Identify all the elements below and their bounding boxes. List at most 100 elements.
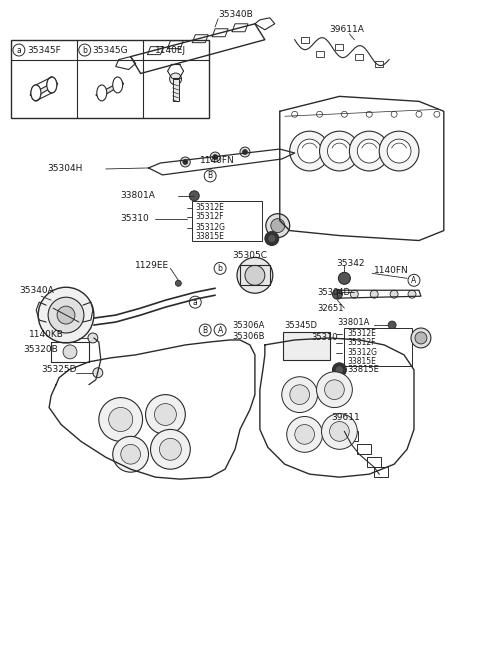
- Circle shape: [411, 328, 431, 348]
- Circle shape: [298, 139, 322, 163]
- Circle shape: [242, 150, 248, 154]
- Text: 33815E: 33815E: [348, 365, 379, 375]
- Text: 35306A: 35306A: [232, 320, 264, 330]
- Text: 1140KB: 1140KB: [29, 330, 64, 339]
- Text: 35304D: 35304D: [318, 288, 350, 297]
- Circle shape: [151, 430, 190, 469]
- Text: 1140FN: 1140FN: [374, 266, 409, 275]
- Text: b: b: [82, 46, 87, 54]
- Text: 35345D: 35345D: [285, 320, 318, 330]
- Polygon shape: [96, 81, 124, 98]
- Circle shape: [434, 111, 440, 117]
- Bar: [374, 467, 388, 477]
- Circle shape: [316, 111, 323, 117]
- Circle shape: [322, 414, 357, 450]
- Circle shape: [145, 394, 185, 434]
- Text: 35312E: 35312E: [348, 330, 376, 339]
- Ellipse shape: [47, 77, 57, 93]
- Circle shape: [121, 444, 141, 464]
- Text: 33815E: 33815E: [195, 232, 224, 241]
- Ellipse shape: [47, 77, 57, 93]
- Circle shape: [189, 191, 199, 201]
- Circle shape: [333, 289, 342, 299]
- Circle shape: [350, 290, 358, 298]
- Circle shape: [333, 363, 347, 377]
- Circle shape: [390, 290, 398, 298]
- Circle shape: [320, 131, 360, 171]
- Text: 35312G: 35312G: [348, 348, 377, 357]
- Text: A: A: [217, 326, 223, 335]
- Circle shape: [175, 280, 181, 286]
- Ellipse shape: [31, 85, 41, 101]
- Circle shape: [268, 235, 276, 243]
- Circle shape: [38, 287, 94, 343]
- Circle shape: [93, 368, 103, 378]
- Circle shape: [210, 152, 220, 162]
- Circle shape: [113, 436, 148, 472]
- Text: a: a: [193, 298, 198, 307]
- Circle shape: [388, 321, 396, 329]
- Ellipse shape: [97, 85, 107, 101]
- Text: 35312F: 35312F: [195, 212, 224, 221]
- Circle shape: [415, 332, 427, 344]
- Text: 39611: 39611: [332, 413, 360, 422]
- Circle shape: [357, 139, 381, 163]
- Text: 35304H: 35304H: [47, 164, 83, 174]
- Text: 35312G: 35312G: [195, 223, 225, 232]
- Text: 35312E: 35312E: [195, 204, 224, 212]
- Bar: [315, 50, 324, 56]
- Circle shape: [169, 73, 181, 85]
- Ellipse shape: [31, 85, 41, 101]
- Bar: [357, 444, 371, 454]
- Text: 35342: 35342: [336, 259, 365, 268]
- Circle shape: [408, 290, 416, 298]
- Circle shape: [282, 377, 318, 412]
- Text: 33801A: 33801A: [120, 192, 156, 200]
- Text: 33815E: 33815E: [348, 357, 376, 367]
- Circle shape: [290, 385, 310, 404]
- Text: 39611A: 39611A: [329, 25, 364, 34]
- Bar: [173, 79, 179, 101]
- Circle shape: [180, 157, 190, 167]
- Text: 1140EJ: 1140EJ: [155, 46, 186, 54]
- Circle shape: [108, 408, 133, 432]
- Ellipse shape: [113, 77, 123, 93]
- Circle shape: [213, 154, 217, 160]
- Bar: [283, 332, 330, 360]
- Text: 1129EE: 1129EE: [134, 261, 169, 270]
- Circle shape: [48, 297, 84, 333]
- Text: 35305C: 35305C: [232, 251, 267, 260]
- Circle shape: [290, 131, 329, 171]
- Text: 35310: 35310: [120, 214, 149, 223]
- Circle shape: [271, 219, 285, 233]
- Text: 33801A: 33801A: [337, 318, 370, 327]
- Circle shape: [379, 131, 419, 171]
- Circle shape: [324, 380, 344, 400]
- Bar: [367, 457, 381, 467]
- Circle shape: [330, 422, 349, 442]
- Circle shape: [245, 265, 265, 285]
- Circle shape: [57, 306, 75, 324]
- Circle shape: [416, 111, 422, 117]
- Circle shape: [287, 416, 323, 452]
- Text: 35345F: 35345F: [27, 46, 60, 54]
- Polygon shape: [30, 81, 58, 98]
- Text: 35320B: 35320B: [23, 345, 58, 355]
- Circle shape: [292, 111, 298, 117]
- Text: 35340A: 35340A: [19, 286, 54, 295]
- Circle shape: [341, 111, 348, 117]
- Bar: [375, 60, 383, 66]
- Circle shape: [265, 231, 279, 245]
- Circle shape: [155, 404, 176, 426]
- Circle shape: [338, 272, 350, 284]
- Text: 32651: 32651: [318, 304, 344, 313]
- Bar: [300, 36, 309, 42]
- Bar: [336, 44, 343, 50]
- Circle shape: [336, 366, 343, 374]
- Text: 35306B: 35306B: [232, 332, 264, 341]
- Bar: [344, 328, 412, 366]
- Circle shape: [266, 213, 290, 237]
- Text: a: a: [16, 46, 21, 54]
- Text: 35312F: 35312F: [348, 338, 376, 347]
- Bar: [192, 201, 262, 241]
